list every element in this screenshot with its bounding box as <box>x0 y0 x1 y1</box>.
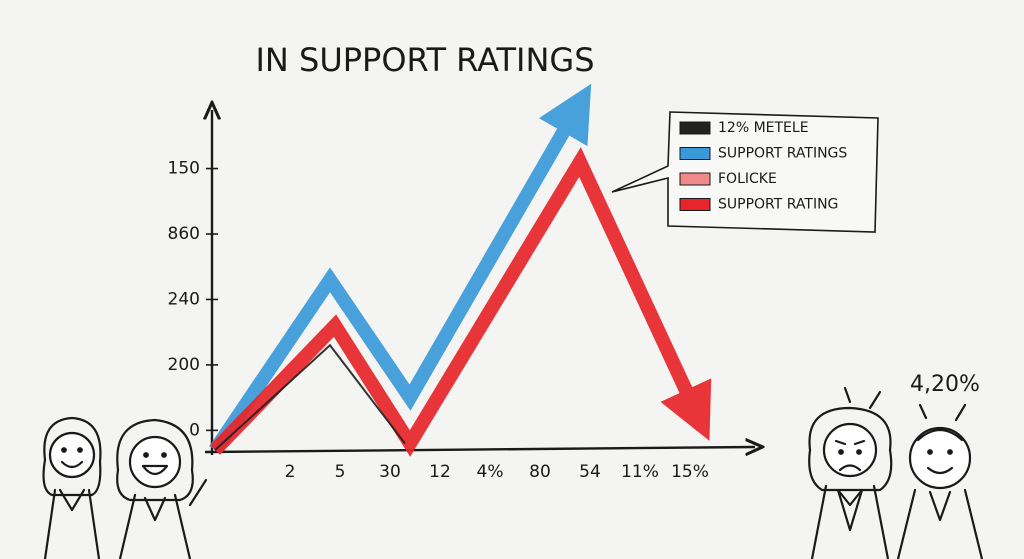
figure-left-2 <box>116 418 208 559</box>
annotation: 4,20% <box>910 372 980 397</box>
legend-label: FOLICKE <box>718 171 777 187</box>
x-tick-label: 2 <box>285 462 296 482</box>
legend-swatch <box>679 198 711 211</box>
chart-title: IN SUPPORT RATINGS <box>255 41 594 79</box>
y-tick-label: 860 <box>168 224 200 244</box>
legend-label: SUPPORT RATINGS <box>718 146 847 162</box>
legend-box <box>611 111 879 233</box>
figure-left-1 <box>42 416 102 559</box>
legend-label: SUPPORT RATING <box>718 197 838 213</box>
legend-swatch <box>679 172 711 186</box>
x-tick-label: 15% <box>671 462 709 482</box>
series-line <box>209 147 712 457</box>
legend-swatch <box>679 147 711 160</box>
x-tick-label: 4% <box>477 462 504 482</box>
x-axis <box>204 447 755 452</box>
x-tick-label: 5 <box>335 462 346 482</box>
figure-right-1 <box>808 386 893 559</box>
legend: 12% METELE SUPPORT RATINGS FOLICKE SUPPORT … <box>679 120 847 213</box>
legend-label: 12% METELE <box>718 120 809 136</box>
y-tick-label: 0 <box>189 420 200 440</box>
y-tick-label: 200 <box>168 355 200 375</box>
x-tick-label: 11% <box>621 462 659 482</box>
x-tick-label: 80 <box>529 462 551 482</box>
x-tick-label: 54 <box>579 462 601 482</box>
series-line <box>214 343 406 451</box>
series-line <box>209 83 592 454</box>
figure-right-2 <box>896 403 984 559</box>
legend-swatch <box>679 121 711 135</box>
plot-area <box>209 83 712 457</box>
x-tick-label: 12 <box>429 462 451 482</box>
y-tick-label: 240 <box>168 289 200 309</box>
y-tick-label: 150 <box>168 159 200 179</box>
x-tick-label: 30 <box>379 462 401 482</box>
